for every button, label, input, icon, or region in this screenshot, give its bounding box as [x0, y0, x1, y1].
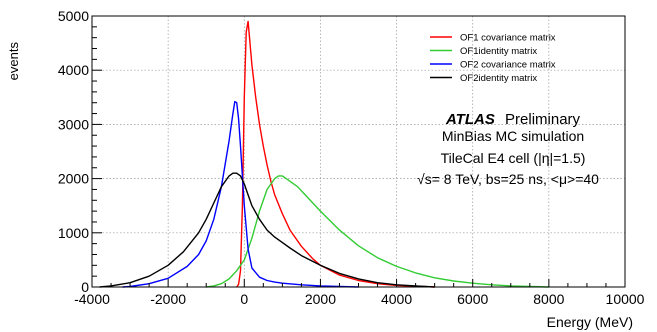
- y-tick-label: 2000: [58, 171, 89, 187]
- x-tick-label: 0: [240, 291, 248, 307]
- x-tick-label: 2000: [305, 291, 336, 307]
- y-tick-label: 0: [81, 279, 89, 295]
- y-tick-label: 5000: [58, 8, 89, 24]
- legend-label: OF2identity matrix: [460, 73, 537, 84]
- x-tick-label: 6000: [457, 291, 488, 307]
- legend-label: OF1identity matrix: [460, 46, 537, 57]
- atlas-experiment: ATLAS: [445, 111, 495, 128]
- y-tick-label: 1000: [58, 225, 89, 241]
- x-tick-label: -2000: [150, 291, 186, 307]
- x-tick-label: 8000: [533, 291, 564, 307]
- axes: -4000 -2000 0 2000 4000 6000 8000 10000 0 1000 200…: [58, 8, 645, 307]
- y-axis-label: events: [6, 42, 21, 81]
- x-tick-label: 4000: [381, 291, 412, 307]
- atlas-annotation: ATLAS Preliminary MinBias MC simulation …: [417, 111, 599, 187]
- x-tick-label: -4000: [74, 291, 110, 307]
- x-tick-label: 10000: [606, 291, 645, 307]
- annotation-line-2: TileCal E4 cell (|η|=1.5): [441, 150, 586, 166]
- series-line: [206, 175, 549, 288]
- y-tick-label: 3000: [58, 116, 89, 132]
- legend-label: OF1 covariance matrix: [460, 33, 556, 44]
- annotation-line-1: MinBias MC simulation: [442, 128, 584, 144]
- series-layer: [99, 20, 549, 288]
- y-tick-label: 4000: [58, 62, 89, 78]
- series-line: [122, 100, 359, 288]
- annotation-line-3: √s= 8 TeV, bs=25 ns, <μ>=40: [417, 171, 599, 187]
- atlas-status: Preliminary: [505, 111, 581, 128]
- x-axis-label: Energy (MeV): [547, 314, 633, 330]
- legend: OF1 covariance matrix OF1identity matrix O…: [430, 33, 556, 84]
- legend-label: OF2 covariance matrix: [460, 60, 556, 71]
- atlas-label-line: ATLAS Preliminary: [445, 111, 581, 128]
- series-line: [99, 172, 435, 288]
- series-line: [236, 20, 435, 288]
